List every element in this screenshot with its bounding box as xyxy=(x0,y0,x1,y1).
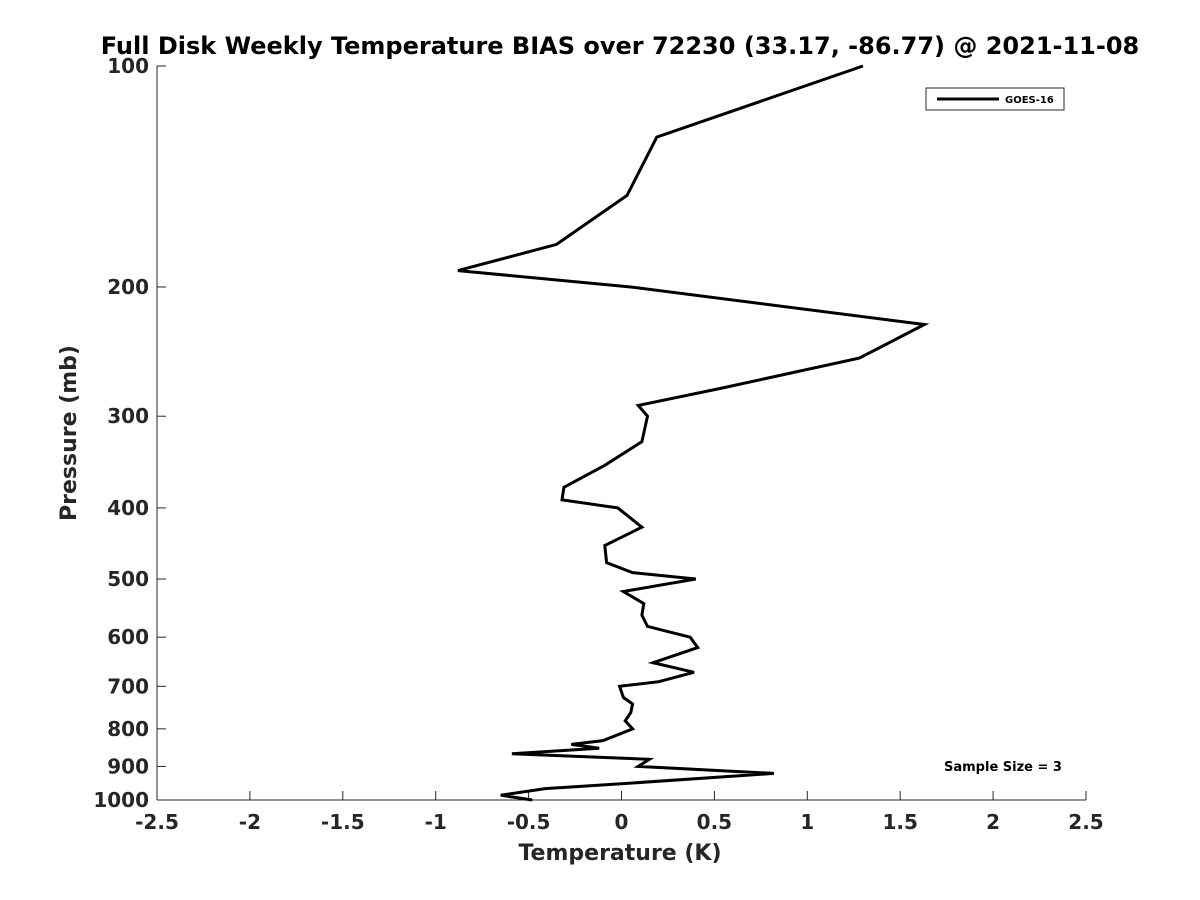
x-tick-label: 1 xyxy=(800,810,814,834)
y-tick-label: 100 xyxy=(107,54,149,78)
y-tick-label: 900 xyxy=(107,754,149,778)
y-tick-label: 600 xyxy=(107,625,149,649)
x-tick-label: -2 xyxy=(239,810,261,834)
y-tick-label: 800 xyxy=(107,717,149,741)
series-layer xyxy=(457,64,930,802)
x-tick-label: 0.5 xyxy=(697,810,732,834)
x-tick-label: -2.5 xyxy=(135,810,179,834)
chart-title: Full Disk Weekly Temperature BIAS over 7… xyxy=(101,32,1140,60)
x-tick-label: 0 xyxy=(615,810,629,834)
legend-label: GOES-16 xyxy=(1005,95,1054,106)
axes: -2.5 -2 -1.5 -1 -0.5 0 0.5 1 1.5 2 2.5 100 200 300 400… xyxy=(93,54,1103,834)
series-line-goes-16 xyxy=(457,64,930,802)
y-axis-label: Pressure (mb) xyxy=(57,345,82,521)
sample-size-annotation: Sample Size = 3 xyxy=(944,760,1062,775)
y-tick-label: 300 xyxy=(107,404,149,428)
y-tick-label: 1000 xyxy=(93,788,149,812)
x-tick-label: -0.5 xyxy=(507,810,551,834)
y-tick-label: 200 xyxy=(107,275,149,299)
x-tick-label: -1.5 xyxy=(321,810,365,834)
x-tick-label: 2 xyxy=(986,810,1000,834)
x-tick-label: 2.5 xyxy=(1068,810,1103,834)
x-tick-label: 1.5 xyxy=(882,810,917,834)
y-tick-label: 700 xyxy=(107,674,149,698)
x-tick-label: -1 xyxy=(425,810,447,834)
x-axis-label: Temperature (K) xyxy=(518,841,721,866)
y-tick-label: 400 xyxy=(107,496,149,520)
y-tick-label: 500 xyxy=(107,567,149,591)
legend: GOES-16 xyxy=(925,87,1065,111)
